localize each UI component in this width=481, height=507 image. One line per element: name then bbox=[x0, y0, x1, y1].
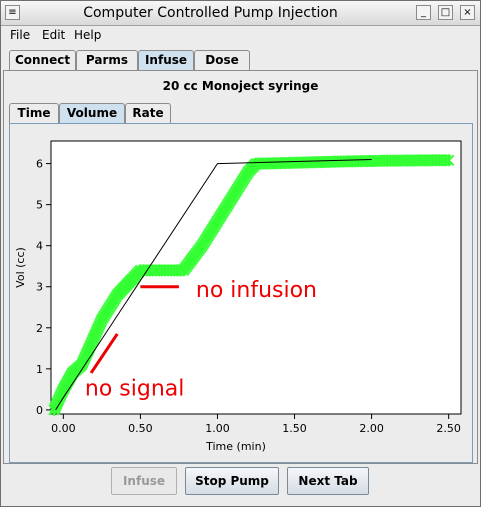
next-tab-button[interactable]: Next Tab bbox=[287, 467, 369, 495]
x-tick-label: 1.50 bbox=[282, 422, 307, 435]
volume-plot-panel: 0.00 0.50 1.00 1.50 2.00 2.50 0 1 2 3 4 5 6 Time (min… bbox=[9, 123, 473, 463]
tab-connect[interactable]: Connect bbox=[9, 50, 76, 70]
tab-parms[interactable]: Parms bbox=[76, 50, 138, 70]
x-tick-label: 2.50 bbox=[436, 422, 461, 435]
close-button[interactable]: × bbox=[460, 5, 475, 20]
no-signal-mark bbox=[89, 333, 119, 374]
y-tick-label: 3 bbox=[36, 281, 43, 294]
menu-help[interactable]: Help bbox=[74, 28, 102, 42]
window-menu-button[interactable]: ≡ bbox=[5, 5, 20, 20]
y-tick-label: 5 bbox=[36, 199, 43, 212]
y-tick-label: 2 bbox=[36, 322, 43, 335]
annotation-no-infusion: no infusion bbox=[196, 278, 317, 303]
reference-line bbox=[55, 158, 372, 411]
minimize-button[interactable]: _ bbox=[416, 5, 431, 20]
stop-pump-button[interactable]: Stop Pump bbox=[185, 467, 279, 495]
menu-edit[interactable]: Edit bbox=[42, 28, 66, 42]
x-tick-label: 0.00 bbox=[51, 422, 76, 435]
x-tick-label: 0.50 bbox=[128, 422, 153, 435]
x-tick-label: 1.00 bbox=[205, 422, 230, 435]
window-title: Computer Controlled Pump Injection bbox=[83, 5, 338, 21]
tab-rate[interactable]: Rate bbox=[125, 103, 171, 123]
tab-time[interactable]: Time bbox=[9, 103, 59, 123]
y-tick-label: 6 bbox=[36, 158, 43, 171]
y-tick-label: 4 bbox=[36, 240, 43, 253]
syringe-label: 20 cc Monoject syringe bbox=[162, 79, 319, 93]
volume-chart: 0.00 0.50 1.00 1.50 2.00 2.50 0 1 2 3 4 5 6 Time (min… bbox=[14, 140, 462, 453]
annotation-no-signal: no signal bbox=[85, 377, 184, 402]
data-point-marker bbox=[442, 154, 455, 167]
y-axis-label: Vol (cc) bbox=[14, 247, 27, 288]
tab-dose[interactable]: Dose bbox=[194, 50, 250, 70]
main-tab-bar: Connect Parms Infuse Dose bbox=[9, 50, 479, 70]
title-bar: ≡ Computer Controlled Pump Injection _ □… bbox=[1, 1, 480, 26]
menu-bar: File Edit Help bbox=[1, 26, 480, 46]
y-tick-label: 0 bbox=[36, 404, 43, 417]
infuse-panel bbox=[3, 70, 478, 464]
y-tick-label: 1 bbox=[36, 363, 43, 376]
tab-infuse[interactable]: Infuse bbox=[138, 50, 194, 70]
infuse-button[interactable]: Infuse bbox=[111, 467, 177, 495]
sub-tab-bar: Time Volume Rate bbox=[9, 103, 309, 123]
menu-file[interactable]: File bbox=[10, 28, 31, 42]
maximize-button[interactable]: □ bbox=[438, 5, 453, 20]
plot-frame bbox=[50, 140, 462, 415]
tab-volume[interactable]: Volume bbox=[59, 103, 125, 123]
x-tick-label: 2.00 bbox=[359, 422, 384, 435]
x-axis-label: Time (min) bbox=[205, 440, 266, 453]
